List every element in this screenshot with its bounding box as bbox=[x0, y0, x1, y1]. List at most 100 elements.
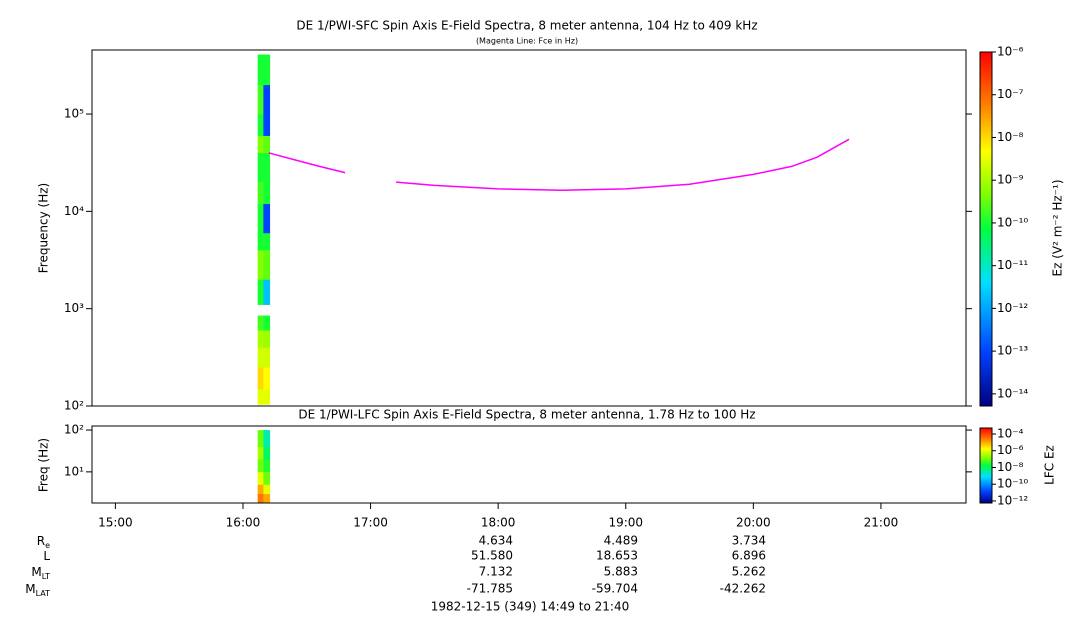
colorbar-tick-label: 10⁻⁴ bbox=[997, 426, 1024, 440]
spectrogram-cell bbox=[257, 367, 264, 390]
x-tick-label: 15:00 bbox=[98, 516, 133, 530]
spectrogram-cell bbox=[257, 279, 264, 305]
ephemeris-label: MLT bbox=[31, 565, 50, 581]
ephemeris-label-main: M bbox=[25, 582, 35, 596]
plot-frame bbox=[91, 49, 967, 407]
fce-line bbox=[268, 138, 850, 191]
spectrogram-cell bbox=[263, 367, 271, 390]
spectrogram-cell bbox=[257, 203, 264, 222]
x-tick-label: 19:00 bbox=[608, 516, 643, 530]
ephemeris-value: -42.262 bbox=[720, 582, 766, 596]
spectrogram-cell bbox=[263, 135, 271, 154]
ephemeris-value: 5.883 bbox=[604, 565, 638, 579]
ephemeris-label-main: R bbox=[37, 534, 45, 548]
colorbar-tick-label: 10⁻⁹ bbox=[997, 173, 1024, 187]
y-axis-label: Frequency (Hz) bbox=[37, 183, 51, 274]
colorbar-tick-label: 10⁻¹¹ bbox=[997, 258, 1028, 272]
ephemeris-value: 6.896 bbox=[732, 549, 766, 563]
spectrogram-cell bbox=[263, 84, 271, 115]
spectrogram-cell bbox=[263, 471, 271, 485]
colorbar bbox=[979, 427, 993, 504]
spectrogram-cell bbox=[263, 152, 271, 183]
y-tick-label: 10⁴ bbox=[64, 204, 84, 218]
ephemeris-label-sub: LT bbox=[42, 572, 50, 581]
spectrogram-cell bbox=[263, 347, 271, 368]
spectrogram-cell bbox=[263, 388, 271, 405]
colorbar-tick-label: 10⁻⁶ bbox=[997, 45, 1024, 59]
ephemeris-value: -71.785 bbox=[467, 582, 513, 596]
colorbar-tick-label: 10⁻¹³ bbox=[997, 344, 1028, 358]
spectrogram-cell bbox=[257, 232, 264, 251]
spectrogram-cell bbox=[263, 182, 271, 204]
spectrogram-cell bbox=[263, 330, 271, 348]
spectrogram-cell bbox=[257, 152, 264, 183]
chart-subtitle: (Magenta Line: Fce in Hz) bbox=[476, 37, 578, 46]
spectrogram-cell bbox=[257, 330, 264, 348]
y-tick-label: 10⁵ bbox=[64, 107, 84, 121]
ephemeris-label-main: L bbox=[43, 549, 50, 563]
footer: 1982-12-15 (349) 14:49 to 21:40 bbox=[431, 600, 629, 614]
colorbar-label: LFC Ez bbox=[1043, 445, 1057, 485]
plot-frame bbox=[91, 425, 967, 504]
spectrogram-cell bbox=[263, 459, 271, 473]
x-tick-label: 21:00 bbox=[864, 516, 899, 530]
spectrogram-cell bbox=[263, 493, 271, 504]
spectrogram-cell bbox=[257, 347, 264, 368]
spectrogram-cell bbox=[257, 459, 264, 473]
ephemeris-value: 4.634 bbox=[479, 534, 513, 548]
colorbar-tick-label: 10⁻¹⁰ bbox=[997, 477, 1028, 491]
spectrogram-cell bbox=[257, 484, 264, 495]
colorbar-tick-label: 10⁻⁶ bbox=[997, 443, 1024, 457]
ephemeris-label: MLAT bbox=[25, 582, 50, 598]
colorbar-tick-label: 10⁻¹⁰ bbox=[997, 215, 1028, 229]
spectrogram-cell bbox=[257, 446, 264, 460]
ephemeris-label: L bbox=[43, 549, 50, 563]
y-tick-label: 10² bbox=[64, 399, 84, 413]
x-tick-label: 20:00 bbox=[736, 516, 771, 530]
spectrogram-cell bbox=[257, 135, 264, 154]
ephemeris-value: 51.580 bbox=[471, 549, 513, 563]
x-tick-label: 17:00 bbox=[353, 516, 388, 530]
spectrogram-cell bbox=[263, 54, 271, 86]
ephemeris-label-sub: LAT bbox=[36, 589, 50, 598]
colorbar-tick-label: 10⁻¹² bbox=[997, 301, 1028, 315]
spectrogram-cell bbox=[263, 232, 271, 251]
ephemeris-value: -59.704 bbox=[592, 582, 638, 596]
chart-title: DE 1/PWI-LFC Spin Axis E-Field Spectra, … bbox=[298, 408, 755, 422]
ephemeris-value: 7.132 bbox=[479, 565, 513, 579]
colorbar-label: Ez (V² m⁻² Hz⁻¹) bbox=[1051, 179, 1065, 276]
spectrogram-cell bbox=[257, 436, 264, 447]
spectrogram-cell bbox=[257, 182, 264, 204]
y-tick-label: 10² bbox=[64, 423, 84, 437]
colorbar-tick-label: 10⁻⁷ bbox=[997, 87, 1024, 101]
spectrogram-cell bbox=[263, 114, 271, 136]
spectrogram-cell bbox=[263, 203, 271, 222]
ephemeris-value: 18.653 bbox=[596, 549, 638, 563]
spectrogram-cell bbox=[263, 250, 271, 280]
spectrogram-cell bbox=[257, 315, 264, 331]
spectrogram-cell bbox=[263, 484, 271, 495]
colorbar-tick-label: 10⁻¹² bbox=[997, 493, 1028, 507]
spectrogram-cell bbox=[263, 436, 271, 447]
spectrogram-cell bbox=[263, 279, 271, 305]
spectrogram-cell bbox=[263, 315, 271, 331]
colorbar-tick-label: 10⁻¹⁴ bbox=[997, 386, 1028, 400]
spectrogram-cell bbox=[257, 54, 264, 86]
ephemeris-label-sub: e bbox=[45, 541, 50, 550]
spectrogram-cell bbox=[257, 250, 264, 280]
y-tick-label: 10¹ bbox=[64, 464, 84, 478]
x-tick-label: 16:00 bbox=[226, 516, 261, 530]
colorbar-tick-label: 10⁻⁸ bbox=[997, 130, 1024, 144]
spectrogram-cell bbox=[263, 446, 271, 460]
spectrogram-cell bbox=[257, 388, 264, 405]
colorbar-tick-label: 10⁻⁸ bbox=[997, 460, 1024, 474]
chart-title: DE 1/PWI-SFC Spin Axis E-Field Spectra, … bbox=[296, 19, 757, 33]
spectrogram-cell bbox=[257, 220, 264, 234]
y-tick-label: 10³ bbox=[64, 301, 84, 315]
spectrogram-cell bbox=[263, 220, 271, 234]
spectrogram-cell bbox=[257, 430, 264, 437]
colorbar bbox=[979, 51, 993, 407]
spectrogram-cell bbox=[257, 471, 264, 485]
